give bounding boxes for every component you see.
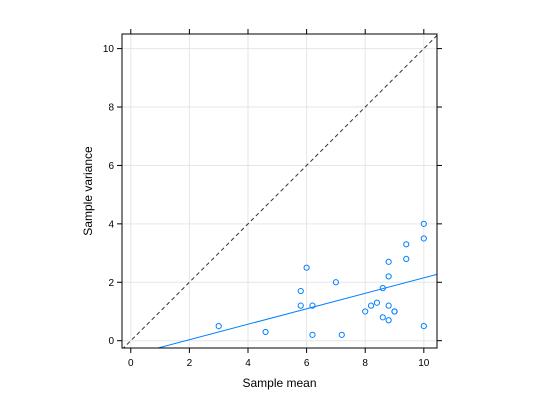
data-point (332, 279, 340, 286)
data-point (309, 302, 316, 309)
data-points (215, 220, 427, 338)
data-point (391, 308, 398, 315)
data-point (303, 264, 310, 271)
data-point (385, 317, 392, 324)
data-point (403, 241, 410, 248)
y-tick-label: 4 (108, 219, 114, 230)
fit-line (157, 273, 437, 348)
x-tick-label: 6 (304, 358, 310, 369)
data-point (373, 299, 381, 306)
data-point (262, 328, 269, 336)
data-point (385, 273, 392, 280)
plot-frame (121, 33, 438, 349)
reference-line-layer (122, 35, 437, 348)
x-tick-label: 8 (362, 358, 368, 369)
grid-lines (122, 34, 437, 348)
fit-line-layer (157, 273, 437, 348)
data-point (420, 220, 427, 227)
data-point (362, 308, 369, 315)
y-tick-label: 8 (108, 103, 114, 114)
x-tick-label: 4 (245, 358, 251, 369)
data-point (309, 331, 316, 338)
x-tick-labels: 0 2 4 6 8 10 (128, 358, 430, 369)
y-tick-labels: 0 2 4 6 8 10 (103, 44, 115, 347)
y-tick-label: 2 (108, 278, 114, 289)
y-tick-label: 6 (108, 161, 114, 172)
data-point (379, 314, 386, 321)
data-point (215, 322, 222, 330)
y-tick-label: 10 (103, 44, 115, 55)
x-tick-label: 2 (187, 358, 193, 369)
y-tick-label: 0 (108, 336, 114, 347)
data-point (379, 285, 386, 292)
x-tick-label: 10 (418, 358, 430, 369)
data-point (385, 302, 392, 309)
data-point (403, 255, 410, 263)
x-tick-label: 0 (128, 358, 134, 369)
data-point (297, 287, 304, 295)
y-axis-title: Sample variance (81, 146, 95, 236)
data-point (297, 302, 304, 309)
reference-line (122, 35, 437, 348)
data-point (367, 302, 375, 309)
axis-ticks (117, 29, 442, 353)
x-axis-title: Sample mean (242, 376, 316, 390)
data-point (385, 258, 392, 265)
data-point (420, 235, 427, 242)
data-point (338, 331, 345, 338)
data-point (420, 322, 427, 330)
